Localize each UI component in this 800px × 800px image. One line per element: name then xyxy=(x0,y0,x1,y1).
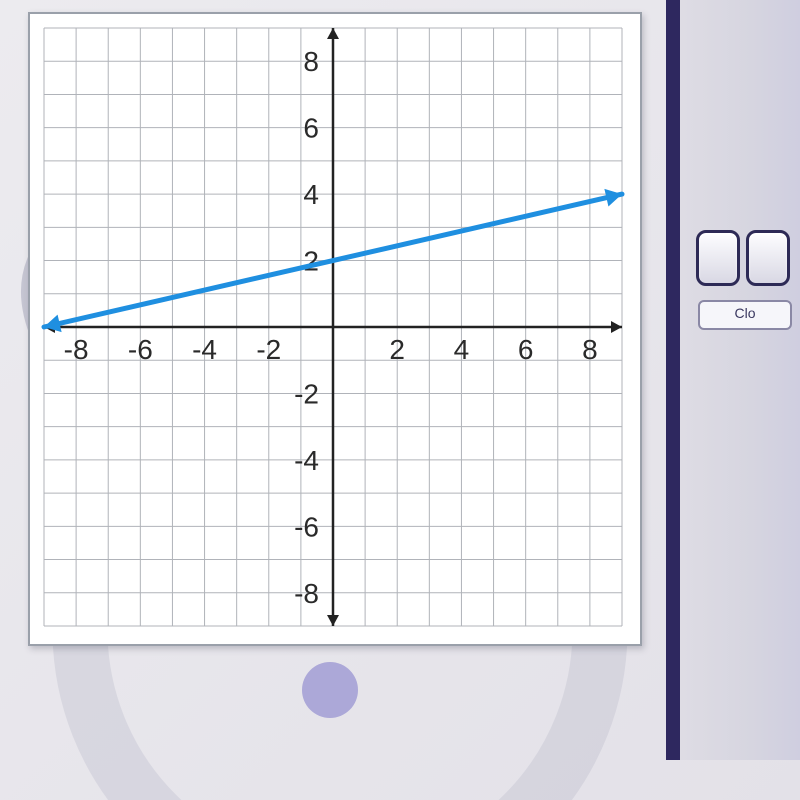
svg-text:-4: -4 xyxy=(192,334,217,365)
svg-text:-2: -2 xyxy=(294,378,319,409)
screenshot-stage: -8 -6 -4 -2 2 4 6 8 -8 -6 -4 -2 2 4 6 8 Clo xyxy=(0,0,800,800)
side-panel: Clo xyxy=(666,0,800,760)
digit-box xyxy=(696,230,740,286)
svg-text:-2: -2 xyxy=(256,334,281,365)
svg-text:4: 4 xyxy=(454,334,470,365)
svg-text:2: 2 xyxy=(303,246,319,277)
svg-text:6: 6 xyxy=(518,334,534,365)
svg-text:-6: -6 xyxy=(294,511,319,542)
svg-text:2: 2 xyxy=(389,334,405,365)
close-button-label: Clo xyxy=(734,305,755,321)
close-button[interactable]: Clo xyxy=(698,300,792,330)
coordinate-grid-chart: -8 -6 -4 -2 2 4 6 8 -8 -6 -4 -2 2 4 6 8 xyxy=(28,12,642,646)
svg-text:8: 8 xyxy=(582,334,598,365)
svg-text:-6: -6 xyxy=(128,334,153,365)
svg-text:-8: -8 xyxy=(294,578,319,609)
svg-text:-4: -4 xyxy=(294,445,319,476)
digit-box xyxy=(746,230,790,286)
svg-text:6: 6 xyxy=(303,113,319,144)
svg-text:4: 4 xyxy=(303,179,319,210)
counter-display xyxy=(696,230,800,286)
svg-text:8: 8 xyxy=(303,46,319,77)
svg-text:-8: -8 xyxy=(64,334,89,365)
